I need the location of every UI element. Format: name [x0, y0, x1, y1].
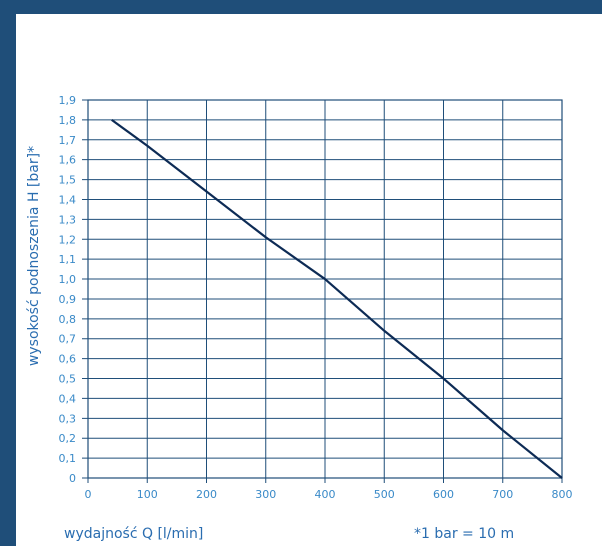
- unit-note: *1 bar = 10 m: [414, 526, 515, 542]
- y-tick-label: 0,6: [59, 353, 77, 366]
- x-tick-label: 100: [137, 488, 158, 501]
- y-tick-label: 0,8: [59, 313, 77, 326]
- y-tick-label: 1,9: [59, 94, 77, 107]
- x-tick-label: 600: [433, 488, 454, 501]
- x-tick-label: 700: [492, 488, 513, 501]
- y-tick-label: 1,4: [59, 193, 77, 206]
- y-tick-label: 1,2: [59, 233, 77, 246]
- x-tick-label: 0: [85, 488, 92, 501]
- x-tick-label: 800: [552, 488, 573, 501]
- chart-series: [111, 119, 563, 479]
- chart-panel: [16, 14, 602, 546]
- chart-grid: [82, 99, 563, 483]
- x-tick-label: 500: [374, 488, 395, 501]
- y-tick-label: 0: [69, 472, 76, 485]
- y-tick-label: 0,1: [59, 452, 77, 465]
- y-tick-label: 1,7: [59, 134, 77, 147]
- chart-ticks: 0 0,1 0,2 0,3 0,4 0,5 0,6 0,7 0,8 0,9 1,0 1,1 1,2 1,3…: [59, 94, 573, 501]
- series-line: [111, 119, 563, 479]
- y-tick-label: 1,8: [59, 114, 77, 127]
- y-tick-label: 1,1: [59, 253, 77, 266]
- y-tick-label: 0,5: [59, 373, 77, 386]
- plot-frame: [87, 99, 563, 479]
- y-axis-label: wysokość podnoszenia H [bar]*: [26, 145, 42, 367]
- y-tick-label: 0,9: [59, 293, 77, 306]
- x-tick-label: 300: [255, 488, 276, 501]
- y-tick-label: 1,5: [59, 174, 77, 187]
- x-tick-label: 200: [196, 488, 217, 501]
- y-tick-label: 1,6: [59, 154, 77, 167]
- y-tick-label: 0,3: [59, 412, 77, 425]
- y-tick-label: 0,2: [59, 432, 77, 445]
- y-tick-label: 0,4: [59, 392, 77, 405]
- y-tick-label: 1,0: [59, 273, 77, 286]
- x-tick-label: 400: [315, 488, 336, 501]
- x-axis-label: wydajność Q [l/min]: [64, 526, 204, 542]
- y-tick-label: 0,7: [59, 333, 77, 346]
- y-tick-label: 1,3: [59, 213, 77, 226]
